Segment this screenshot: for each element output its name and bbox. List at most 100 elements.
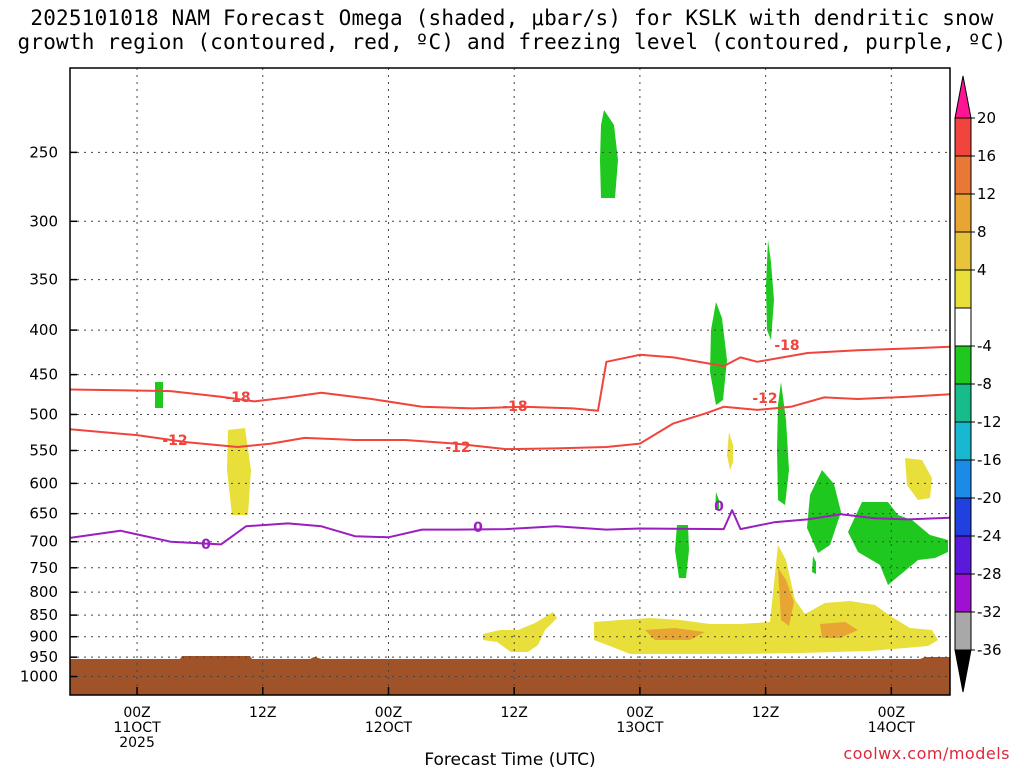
contour-line-0: [70, 509, 950, 546]
site-credit: coolwx.com/models: [843, 744, 1010, 763]
colorbar-label: 12: [977, 185, 996, 203]
omega-negative-area: [155, 382, 163, 408]
omega-negative-area: [812, 556, 816, 574]
contour-label: 0: [201, 537, 211, 553]
x-tick-label: 13OCT: [616, 720, 664, 736]
contour-label: -18: [774, 338, 799, 354]
colorbar-swatch: [954, 345, 972, 385]
x-tick-label: 14OCT: [868, 720, 916, 736]
omega-positive-area: [905, 458, 932, 500]
colorbar-label: -36: [977, 641, 1002, 659]
omega-negative-area: [710, 302, 727, 405]
omega-negative-area: [675, 525, 689, 578]
y-axis: 250 300 350 400 450 500 550 600 650 700 750 800 850 9…: [20, 143, 77, 686]
colorbar-label: 4: [977, 261, 987, 279]
y-tick-label: 250: [29, 143, 58, 161]
contour-label: -12: [752, 391, 777, 407]
omega-negative-area: [766, 240, 774, 340]
colorbar-label: 8: [977, 223, 987, 241]
colorbar-extend-top: [954, 75, 972, 119]
colorbar-swatch: [954, 155, 972, 195]
grid-lines: [70, 68, 950, 695]
contour-label: 0: [714, 499, 724, 515]
contours: [70, 345, 950, 546]
title-line-1: 2025101018 NAM Forecast Omega (shaded, μ…: [30, 6, 994, 30]
title-line-2: growth region (contoured, red, ºC) and f…: [17, 30, 1007, 54]
contour-label: -18: [225, 390, 250, 406]
y-tick-label: 750: [29, 559, 58, 577]
x-tick-label: 00Z: [123, 705, 150, 721]
omega-negative-area: [715, 492, 719, 510]
colorbar-swatch: [954, 231, 972, 271]
chart-title: 2025101018 NAM Forecast Omega (shaded, μ…: [0, 6, 1024, 54]
colorbar-swatch: [954, 117, 972, 157]
colorbar-label: -4: [977, 337, 992, 355]
x-axis-title: Forecast Time (UTC): [424, 750, 595, 768]
contour-line--18: [70, 345, 950, 412]
y-tick-label: 700: [29, 533, 58, 551]
y-tick-label: 600: [29, 474, 58, 492]
y-tick-label: 300: [29, 212, 58, 230]
omega-negative-area: [848, 502, 948, 585]
y-tick-label: 400: [29, 321, 58, 339]
colorbar-label: -12: [977, 413, 1002, 431]
colorbar-swatch: [954, 269, 972, 309]
terrain-ground: [70, 656, 950, 695]
omega-negative-area: [807, 470, 841, 553]
colorbar-swatch: [954, 497, 972, 537]
y-tick-label: 900: [29, 628, 58, 646]
colorbar-swatch: [954, 459, 972, 499]
colorbar-label: -24: [977, 527, 1002, 545]
x-tick-label: 00Z: [375, 705, 402, 721]
colorbar-label: -16: [977, 451, 1002, 469]
colorbar-label: -28: [977, 565, 1002, 583]
x-tick-label: 12OCT: [365, 720, 413, 736]
omega-positive-area: [727, 432, 733, 470]
y-tick-label: 1000: [20, 668, 58, 686]
x-tick-label: 00Z: [626, 705, 653, 721]
y-tick-label: 350: [29, 271, 58, 289]
colorbar-swatch: [954, 421, 972, 461]
contour-label: -12: [162, 433, 187, 449]
colorbar-label: 16: [977, 147, 996, 165]
contour-labels: -18 -18 -18 -12 -12 -12 0 0 0: [162, 338, 799, 553]
colorbar: 20 16 12 8 4 -4 -8 -12 -16 -20 -24 -28 -32 -36: [954, 75, 1002, 693]
colorbar-label: -20: [977, 489, 1002, 507]
y-tick-label: 950: [29, 648, 58, 666]
colorbar-swatch: [954, 535, 972, 575]
x-tick-label: 11OCT: [113, 720, 161, 736]
x-tick-label: 12Z: [249, 705, 276, 721]
x-tick-label: 12Z: [752, 705, 779, 721]
x-tick-label: 2025: [119, 735, 155, 751]
colorbar-label: 20: [977, 109, 996, 127]
omega-shading: [70, 110, 950, 695]
y-tick-label: 450: [29, 366, 58, 384]
colorbar-extend-bottom: [954, 649, 972, 693]
contour-label: -18: [502, 399, 527, 415]
colorbar-label: -8: [977, 375, 992, 393]
colorbar-swatch: [954, 383, 972, 423]
omega-negative-area: [600, 110, 618, 198]
x-tick-label: 12Z: [500, 705, 527, 721]
y-tick-label: 550: [29, 442, 58, 460]
omega-strong-positive-area: [820, 622, 858, 638]
y-tick-label: 500: [29, 405, 58, 423]
omega-strong-positive-area: [645, 628, 705, 640]
plot-frame: [69, 67, 951, 696]
omega-positive-area: [227, 428, 251, 515]
omega-strong-positive-area: [778, 568, 794, 626]
x-tick-label: 00Z: [878, 705, 905, 721]
colorbar-swatch: [954, 193, 972, 233]
y-tick-label: 650: [29, 505, 58, 523]
contour-label: 0: [473, 520, 483, 536]
y-tick-label: 850: [29, 606, 58, 624]
colorbar-swatch: [954, 611, 972, 651]
omega-positive-area: [483, 612, 557, 652]
contour-label: -12: [445, 440, 470, 456]
omega-negative-area: [777, 382, 789, 505]
colorbar-swatch: [954, 573, 972, 613]
colorbar-label: -32: [977, 603, 1002, 621]
colorbar-swatch: [954, 307, 972, 347]
